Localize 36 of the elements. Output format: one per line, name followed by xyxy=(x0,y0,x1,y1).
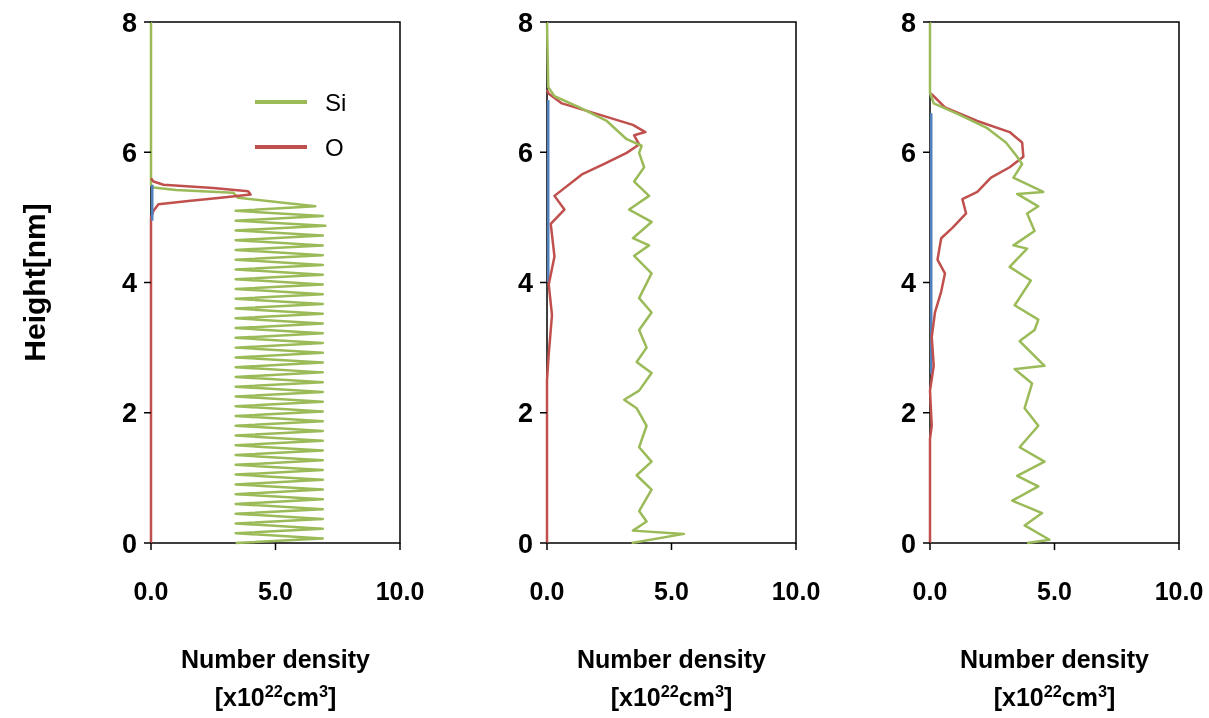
y-tick-label: 2 xyxy=(900,398,916,429)
y-tick-label: 2 xyxy=(121,398,137,429)
line-series xyxy=(545,88,647,545)
x-tick-label: 10.0 xyxy=(1154,577,1204,605)
x-tick-label: 5.0 xyxy=(654,577,689,605)
legend-label: O xyxy=(325,133,344,161)
y-tick-label: 0 xyxy=(900,528,916,559)
line-series xyxy=(928,20,1051,545)
y-tick-label: 8 xyxy=(900,7,916,38)
x-tick-label: 10.0 xyxy=(771,577,821,605)
x-tick-label: 0.0 xyxy=(133,577,169,605)
y-tick-label: 6 xyxy=(900,137,916,168)
y-axis-title: Height[nm] xyxy=(18,203,51,362)
y-tick-label: 6 xyxy=(121,137,137,168)
y-tick-label: 4 xyxy=(517,268,533,299)
y-tick-label: 0 xyxy=(121,528,137,559)
x-tick-label: 5.0 xyxy=(258,577,293,605)
line-series xyxy=(149,177,252,545)
legend-label: Si xyxy=(325,88,347,116)
y-tick-label: 4 xyxy=(900,268,916,299)
y-tick-label: 2 xyxy=(517,398,533,429)
x-axis-title: Number density [x10$^{22}$cm$^{3}$] xyxy=(181,645,371,711)
x-tick-label: 10.0 xyxy=(375,577,425,605)
x-tick-label: 5.0 xyxy=(1037,577,1072,605)
line-series xyxy=(545,20,686,545)
x-tick-label: 0.0 xyxy=(529,577,565,605)
x-axis-title: Number density [x10$^{22}$cm$^{3}$] xyxy=(960,645,1150,711)
x-tick-label: 0.0 xyxy=(912,577,948,605)
x-axis-title: Number density [x10$^{22}$cm$^{3}$] xyxy=(577,645,767,711)
y-tick-label: 8 xyxy=(121,7,137,38)
line-series xyxy=(149,20,327,545)
y-tick-label: 4 xyxy=(121,268,137,299)
y-tick-label: 0 xyxy=(517,528,533,559)
y-tick-label: 6 xyxy=(517,137,533,168)
line-series xyxy=(928,91,1025,545)
y-tick-label: 8 xyxy=(517,7,533,38)
